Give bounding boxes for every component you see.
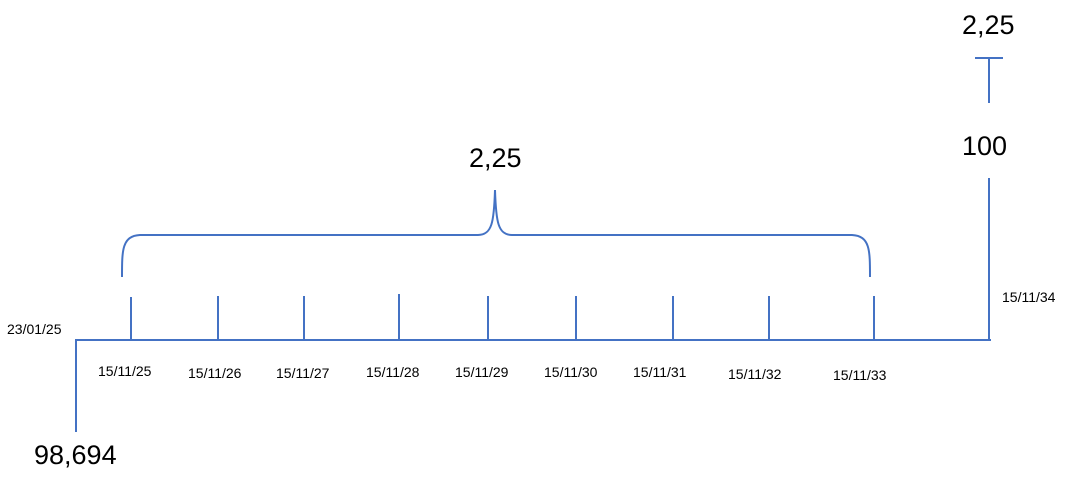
- coupon-date-label-7: 15/11/31: [633, 364, 687, 380]
- maturity-date-label: 15/11/34: [1002, 289, 1056, 305]
- coupon-date-label-3: 15/11/27: [276, 365, 330, 381]
- coupon-amount-label: 2,25: [469, 143, 522, 173]
- coupon-date-label-4: 15/11/28: [366, 364, 420, 380]
- coupon-date-label-9: 15/11/33: [833, 367, 887, 383]
- coupon-date-label-1: 15/11/25: [98, 363, 152, 379]
- coupon-date-label-2: 15/11/26: [188, 365, 242, 381]
- purchase-price-label: 98,694: [34, 440, 117, 470]
- coupon-date-label-6: 15/11/30: [544, 364, 598, 380]
- start-date-label: 23/01/25: [7, 321, 62, 337]
- coupon-brace: [121, 189, 871, 278]
- coupon-date-label-5: 15/11/29: [455, 364, 509, 380]
- principal-label: 100: [962, 131, 1008, 161]
- coupon-date-label-8: 15/11/32: [728, 366, 782, 382]
- final-coupon-label: 2,25: [962, 10, 1015, 40]
